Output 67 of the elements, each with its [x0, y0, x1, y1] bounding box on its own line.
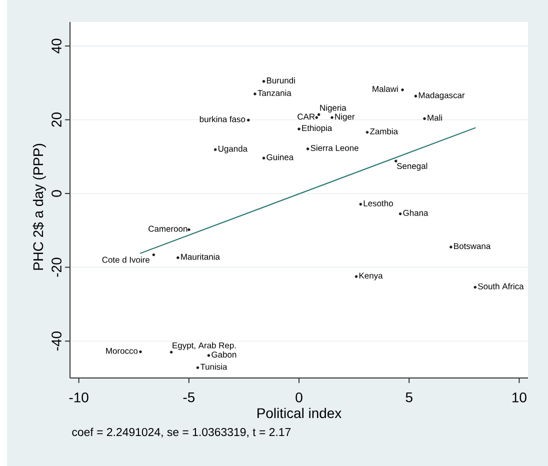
point — [170, 350, 173, 354]
annotation: Nigeria — [320, 104, 346, 112]
point — [423, 117, 426, 120]
x-tick-label: 0 — [296, 392, 302, 402]
point — [414, 94, 418, 98]
annotation: Mauritania — [181, 254, 220, 260]
annotation: Kenya — [359, 272, 383, 280]
y-axis-title: PHC 2$ a day (PPP) — [32, 144, 46, 270]
point — [366, 130, 369, 134]
y-tick-label: 20 — [52, 112, 62, 127]
point — [139, 350, 142, 354]
point — [450, 246, 452, 248]
annotation: Botswana — [454, 243, 491, 250]
x-tick-label: -5 — [183, 392, 195, 402]
annotation: Cameroon — [148, 226, 188, 232]
annotation: Ghana — [403, 210, 428, 216]
annotation: Mali — [428, 114, 442, 121]
annotation: Ethiopia — [302, 124, 332, 133]
text: coef = 2.2491024, se = 1.0363319, t = 2.17 — [72, 428, 291, 438]
point — [196, 366, 200, 370]
annotation: Gabon — [212, 351, 236, 358]
annotation: Senegal — [396, 162, 428, 171]
annotation: Niger — [335, 113, 355, 122]
y-tick-label: 40 — [52, 38, 62, 54]
point — [394, 160, 398, 162]
annotation: Morocco — [106, 348, 138, 354]
y-tick-label: 0 — [52, 190, 62, 197]
point — [176, 256, 180, 260]
annotation: Madagascar — [418, 92, 465, 100]
annotation: Zambia — [370, 128, 398, 134]
point — [317, 113, 320, 116]
point — [262, 80, 266, 83]
y-tick-label: -20 — [52, 258, 62, 277]
point — [188, 228, 190, 232]
point — [254, 92, 256, 96]
annotation: burkina faso — [200, 116, 246, 122]
annotation: CAR — [298, 114, 315, 120]
point — [298, 128, 300, 130]
x-tick-label: 5 — [406, 392, 412, 402]
annotation: Uganda — [218, 145, 248, 154]
point — [262, 156, 266, 160]
point — [398, 212, 402, 216]
annotation: South Africa — [478, 283, 524, 290]
annotation: Burundi — [266, 77, 295, 84]
annotation: Guinea — [266, 154, 294, 160]
annotation: Egypt, Arab Rep. — [172, 342, 236, 350]
point — [401, 88, 404, 92]
y-tick-label: -40 — [52, 332, 62, 351]
annotation: Lesotho — [364, 200, 393, 206]
annotation: Sierra Leone — [310, 144, 358, 151]
point — [330, 116, 334, 119]
x-axis-title: Political index — [258, 408, 342, 418]
x-tick-label: 10 — [512, 392, 526, 402]
annotation: Malawi — [372, 86, 398, 92]
point — [315, 116, 318, 119]
point — [152, 253, 156, 256]
point — [359, 202, 362, 206]
point — [207, 354, 210, 357]
point — [306, 147, 310, 150]
annotation: Cote d Ivoire — [102, 256, 150, 263]
point — [246, 118, 250, 122]
point — [214, 148, 217, 152]
point — [354, 275, 358, 278]
annotation: Tanzania — [258, 90, 292, 96]
annotation: Tunisia — [200, 364, 228, 370]
point — [474, 286, 477, 289]
x-tick-label: -10 — [69, 392, 88, 402]
